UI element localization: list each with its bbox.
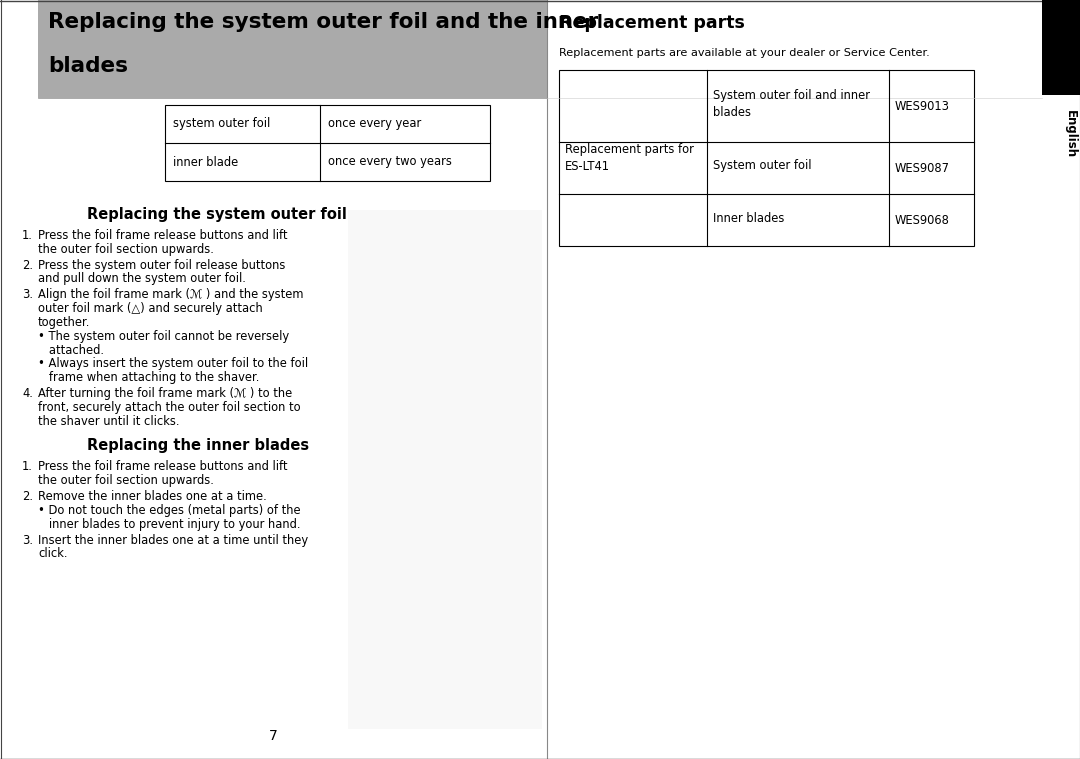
Text: System outer foil and inner
blades: System outer foil and inner blades: [713, 90, 870, 118]
Bar: [348, 210, 542, 729]
Text: inner blade: inner blade: [173, 156, 239, 168]
Text: 2.: 2.: [22, 490, 33, 503]
Text: 7: 7: [269, 729, 278, 743]
Text: blades: blades: [48, 56, 129, 76]
Text: Align the foil frame mark (ℳ ) and the system: Align the foil frame mark (ℳ ) and the s…: [38, 288, 303, 301]
Text: together.: together.: [38, 316, 91, 329]
Text: WES9087: WES9087: [895, 162, 950, 175]
Text: 1.: 1.: [22, 461, 32, 474]
Text: Replacing the system outer foil and the inner: Replacing the system outer foil and the …: [48, 12, 598, 32]
Bar: [38, 0, 546, 98]
Text: • The system outer foil cannot be reversely: • The system outer foil cannot be revers…: [38, 329, 289, 343]
Text: English: English: [1064, 110, 1077, 158]
Text: • Always insert the system outer foil to the foil: • Always insert the system outer foil to…: [38, 357, 308, 370]
Text: Replacement parts: Replacement parts: [559, 14, 745, 32]
Text: 3.: 3.: [22, 288, 33, 301]
Text: the shaver until it clicks.: the shaver until it clicks.: [38, 414, 179, 427]
Text: system outer foil: system outer foil: [173, 118, 270, 131]
Text: Replacing the system outer foil: Replacing the system outer foil: [87, 207, 347, 222]
Text: Remove the inner blades one at a time.: Remove the inner blades one at a time.: [38, 490, 267, 503]
Text: attached.: attached.: [38, 344, 104, 357]
Text: 3.: 3.: [22, 534, 33, 546]
Text: once every year: once every year: [328, 118, 421, 131]
Text: the outer foil section upwards.: the outer foil section upwards.: [38, 474, 214, 487]
Text: • Do not touch the edges (metal parts) of the: • Do not touch the edges (metal parts) o…: [38, 504, 300, 517]
Text: Replacing the inner blades: Replacing the inner blades: [87, 439, 309, 453]
Text: and pull down the system outer foil.: and pull down the system outer foil.: [38, 272, 246, 285]
Text: frame when attaching to the shaver.: frame when attaching to the shaver.: [38, 371, 259, 384]
Text: 2.: 2.: [22, 259, 33, 272]
Text: Inner blades: Inner blades: [713, 212, 784, 225]
Text: 4.: 4.: [22, 387, 32, 400]
Text: Press the foil frame release buttons and lift: Press the foil frame release buttons and…: [38, 461, 287, 474]
Text: After turning the foil frame mark (ℳ ) to the: After turning the foil frame mark (ℳ ) t…: [38, 387, 293, 400]
Text: once every two years: once every two years: [328, 156, 451, 168]
Text: System outer foil: System outer foil: [713, 159, 811, 172]
Text: outer foil mark (△) and securely attach: outer foil mark (△) and securely attach: [38, 302, 262, 315]
Text: WES9068: WES9068: [895, 213, 950, 226]
Text: Press the foil frame release buttons and lift: Press the foil frame release buttons and…: [38, 229, 287, 242]
Text: Insert the inner blades one at a time until they: Insert the inner blades one at a time un…: [38, 534, 308, 546]
Text: Replacement parts are available at your dealer or Service Center.: Replacement parts are available at your …: [559, 48, 930, 58]
Bar: [559, 70, 974, 246]
Text: front, securely attach the outer foil section to: front, securely attach the outer foil se…: [38, 401, 300, 414]
Bar: [165, 105, 490, 181]
Text: WES9013: WES9013: [895, 99, 950, 112]
Text: inner blades to prevent injury to your hand.: inner blades to prevent injury to your h…: [38, 518, 300, 531]
Text: Press the system outer foil release buttons: Press the system outer foil release butt…: [38, 259, 285, 272]
Text: Replacement parts for
ES-LT41: Replacement parts for ES-LT41: [565, 143, 693, 173]
Text: 1.: 1.: [22, 229, 32, 242]
Text: the outer foil section upwards.: the outer foil section upwards.: [38, 243, 214, 256]
Text: click.: click.: [38, 547, 67, 560]
Bar: [1042, 0, 1080, 95]
